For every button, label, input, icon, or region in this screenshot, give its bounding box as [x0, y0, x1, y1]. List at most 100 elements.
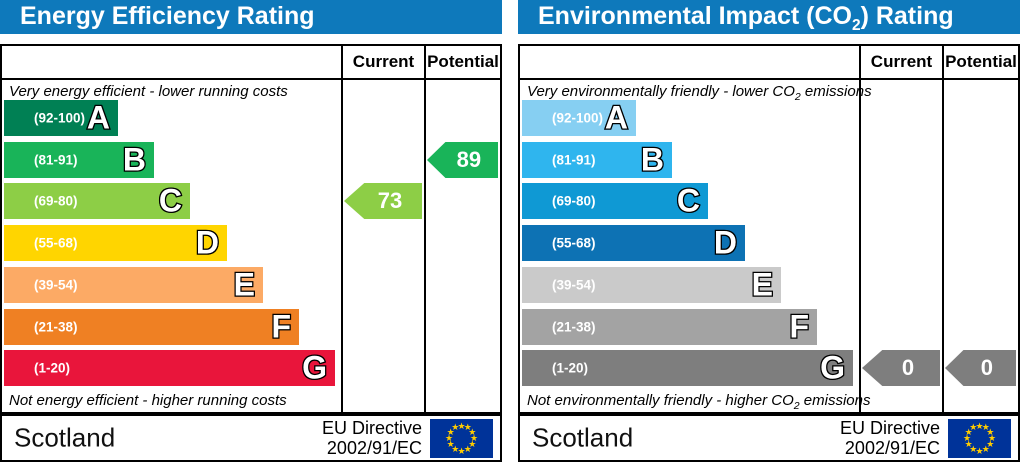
title-text: Energy Efficiency Rating: [20, 2, 315, 30]
column-divider: [859, 46, 861, 412]
caption-text: Not energy efficient - higher running co…: [9, 392, 287, 409]
eu-flag-star: ★: [451, 422, 460, 433]
potential-column-header: Potential: [427, 52, 499, 71]
band-b: (81-91) B: [4, 142, 154, 178]
eu-flag-icon: ★ ★ ★ ★ ★ ★ ★ ★ ★ ★ ★ ★: [430, 419, 493, 458]
eu-flag-star: ★: [444, 433, 454, 443]
column-divider: [341, 46, 343, 412]
band-range-label: (21-38): [552, 319, 596, 335]
eu-flag-star: ★: [975, 420, 984, 431]
band-letter: F: [788, 308, 810, 345]
title-subscript: 2: [851, 17, 861, 34]
bottom-caption: Not environmentally friendly - higher CO…: [527, 392, 870, 412]
caption-text: Not environmentally friendly - higher CO: [527, 392, 794, 409]
band-range-label: (55-68): [34, 235, 78, 251]
eu-flag-star: ★: [469, 433, 479, 443]
band-g: (1-20) G: [522, 350, 853, 386]
band-d: (55-68) D: [522, 225, 745, 261]
column-divider: [942, 46, 944, 412]
potential-rating-arrow: 89: [427, 142, 498, 178]
eu-flag-star: ★: [986, 426, 995, 437]
band-letter: E: [232, 266, 256, 303]
eu-flag-star: ★: [446, 439, 455, 450]
eu-directive-line1: EU Directive: [839, 418, 940, 438]
eu-flag-star: ★: [981, 422, 990, 433]
eu-directive-line1: EU Directive: [321, 418, 422, 438]
band-letter: C: [158, 182, 184, 219]
band-range-label: (1-20): [34, 360, 71, 376]
band-a: (92-100) A: [4, 100, 118, 136]
current-rating-value: 0: [901, 355, 915, 380]
eu-flag-star: ★: [987, 433, 997, 443]
band-e: (39-54) E: [4, 267, 263, 303]
current-rating-value: 73: [377, 188, 403, 213]
band-a: (92-100) A: [522, 100, 636, 136]
environmental-rating-table: Current Potential Very environmentally f…: [518, 44, 1020, 414]
band-letter: B: [122, 141, 148, 178]
caption-text: Very energy efficient - lower running co…: [9, 83, 288, 100]
header-rule: [520, 78, 1018, 80]
eu-flag-star: ★: [451, 443, 460, 454]
band-range-label: (81-91): [552, 152, 596, 168]
column-divider: [424, 46, 426, 412]
environmental-panel-footer: Scotland EU Directive 2002/91/EC ★ ★ ★ ★ ★ ★ ★…: [518, 414, 1020, 462]
band-range-label: (69-80): [552, 193, 596, 209]
band-range-label: (1-20): [552, 360, 589, 376]
potential-column-header: Potential: [945, 52, 1017, 71]
band-range-label: (39-54): [34, 277, 78, 293]
eu-flag-star: ★: [457, 420, 466, 431]
eu-flag-star: ★: [457, 445, 466, 456]
eu-directive-line2: 2002/91/EC: [326, 438, 422, 458]
band-c: (69-80) C: [522, 183, 708, 219]
band-letter: G: [301, 349, 328, 386]
potential-rating-value: 0: [980, 355, 993, 380]
band-range-label: (92-100): [34, 110, 86, 126]
eu-flag-star: ★: [468, 439, 477, 450]
band-letter: C: [676, 182, 702, 219]
current-column-header: Current: [870, 52, 933, 71]
environmental-impact-panel: Environmental Impact (CO2) Rating Curren…: [518, 0, 1020, 464]
eu-flag-star: ★: [962, 433, 972, 443]
energy-band-scale: (92-100) A (81-91) B (69-80) C (55-68) D (39-54)…: [4, 100, 341, 387]
environmental-band-scale: (92-100) A (81-91) B (69-80) C (55-68) D (39-54)…: [522, 100, 859, 387]
eu-flag-star: ★: [468, 426, 477, 437]
title-text-end: ) Rating: [860, 2, 954, 30]
eu-flag-star: ★: [969, 422, 978, 433]
band-g: (1-20) G: [4, 350, 335, 386]
band-d: (55-68) D: [4, 225, 227, 261]
band-letter: D: [195, 224, 221, 261]
eu-flag-star: ★: [446, 426, 455, 437]
eu-flag-star: ★: [964, 439, 973, 450]
caption-subscript: 2: [793, 400, 800, 412]
eu-flag-star: ★: [969, 443, 978, 454]
caption-text: Very environmentally friendly - lower CO: [527, 83, 795, 100]
band-f: (21-38) F: [4, 309, 299, 345]
potential-rating-value: 89: [456, 147, 482, 172]
top-caption: Very environmentally friendly - lower CO…: [527, 83, 872, 103]
title-text: Environmental Impact (CO: [538, 2, 852, 30]
current-rating-arrow: 73: [344, 183, 422, 219]
caption-text-end: emissions: [800, 83, 872, 100]
region-label: Scotland: [14, 422, 116, 453]
top-caption: Very energy efficient - lower running co…: [9, 83, 288, 103]
region-label: Scotland: [532, 422, 634, 453]
eu-directive-label: EU Directive 2002/91/EC: [840, 418, 940, 458]
band-letter: B: [640, 141, 666, 178]
band-letter: F: [270, 308, 292, 345]
caption-text-end: emissions: [799, 392, 871, 409]
band-letter: D: [713, 224, 739, 261]
energy-efficiency-panel: Energy Efficiency Rating Current Potenti…: [0, 0, 502, 464]
current-column-header: Current: [352, 52, 415, 71]
caption-subscript: 2: [794, 91, 801, 103]
energy-panel-title: Energy Efficiency Rating: [0, 0, 502, 34]
band-letter: E: [750, 266, 774, 303]
header-rule: [2, 78, 500, 80]
band-range-label: (69-80): [34, 193, 78, 209]
eu-flag-star: ★: [986, 439, 995, 450]
band-range-label: (55-68): [552, 235, 596, 251]
current-rating-arrow: 0: [862, 350, 940, 386]
band-letter: G: [819, 349, 846, 386]
band-letter: A: [604, 99, 630, 136]
energy-panel-footer: Scotland EU Directive 2002/91/EC ★ ★ ★ ★ ★ ★ ★…: [0, 414, 502, 462]
eu-flag-star: ★: [463, 422, 472, 433]
